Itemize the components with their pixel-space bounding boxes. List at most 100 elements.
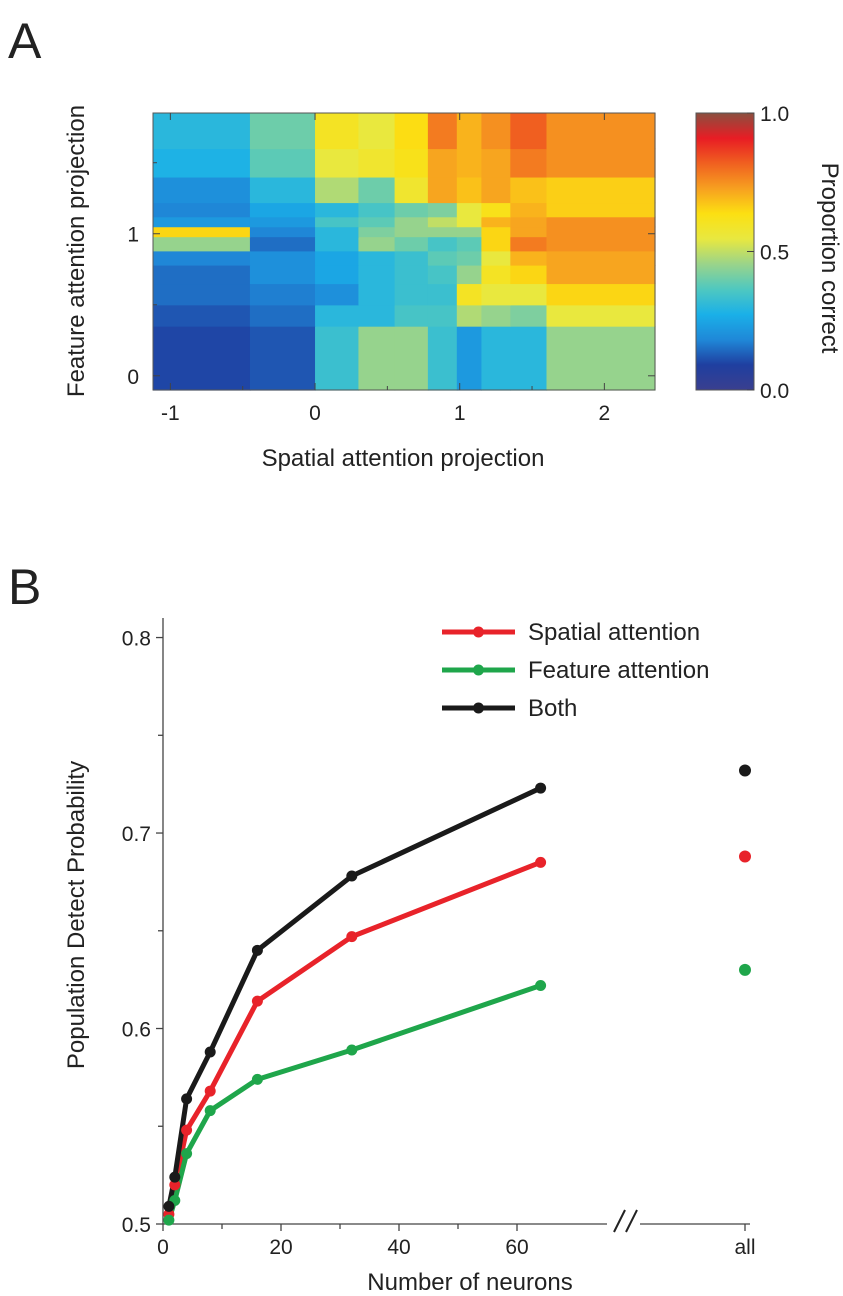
series-point-feature-attention bbox=[251, 1073, 263, 1085]
heatmap-cell bbox=[456, 226, 482, 238]
heatmap-y-ticks: 01 bbox=[127, 162, 655, 389]
heatmap-cell bbox=[358, 148, 396, 178]
axis-break-mark bbox=[625, 1209, 638, 1233]
heatmap-cell bbox=[358, 250, 396, 266]
series-point-spatial-attention bbox=[346, 931, 358, 943]
heatmap-cell bbox=[427, 176, 458, 204]
axis-break-mark bbox=[613, 1209, 626, 1233]
heatmap-cell bbox=[546, 304, 656, 327]
series-point-both bbox=[169, 1171, 181, 1183]
heatmap-cell bbox=[481, 216, 511, 228]
heatmap-cell bbox=[358, 304, 396, 327]
heatmap-cell bbox=[481, 236, 511, 252]
heatmap-cell bbox=[427, 226, 458, 238]
heatmap-cell bbox=[153, 202, 251, 218]
line-chart-axes: 0.5 0.6 0.7 0.8 0 20 40 60 all bbox=[122, 618, 756, 1259]
heatmap-cell bbox=[481, 304, 511, 327]
panel-letter-b: B bbox=[8, 559, 41, 615]
heatmap-cell bbox=[394, 304, 429, 327]
heatmap-cell bbox=[481, 113, 511, 150]
series-point-spatial-attention bbox=[251, 995, 263, 1007]
heatmap-cell bbox=[153, 264, 251, 285]
heatmap-cell bbox=[249, 250, 316, 266]
heatmap-cell bbox=[249, 236, 316, 252]
heatmap-cell bbox=[481, 202, 511, 218]
legend-label-feature-attention: Feature attention bbox=[528, 657, 709, 684]
heatmap-cell bbox=[427, 264, 458, 285]
heatmap-cell bbox=[546, 283, 656, 306]
heatmap-cell bbox=[394, 283, 429, 306]
heatmap-frame bbox=[152, 112, 656, 391]
heatmap-cell bbox=[315, 304, 360, 327]
heatmap-cell bbox=[315, 202, 360, 218]
colorbar-tick-label: 1.0 bbox=[760, 103, 789, 126]
heatmap-cell bbox=[358, 202, 396, 218]
heatmap-cell bbox=[394, 202, 429, 218]
heatmap-cell bbox=[510, 304, 548, 327]
panel-letter-a: A bbox=[8, 13, 42, 69]
heatmap-cell bbox=[315, 216, 360, 228]
heatmap-cell bbox=[249, 304, 316, 327]
series-line-spatial-attention bbox=[166, 859, 544, 1217]
series-point-feature-attention bbox=[204, 1105, 216, 1117]
heatmap-cell bbox=[394, 216, 429, 228]
heatmap-cell bbox=[153, 226, 251, 238]
x-tick-label: 0 bbox=[157, 1236, 169, 1259]
series-point-feature-attention bbox=[163, 1214, 175, 1226]
heatmap-cell bbox=[394, 226, 429, 238]
series-point-spatial-attention bbox=[169, 1179, 181, 1191]
x-tick-label-all: all bbox=[734, 1236, 755, 1259]
heatmap-cell bbox=[427, 326, 458, 391]
heatmap-cell bbox=[481, 326, 511, 391]
heatmap-cell bbox=[394, 326, 429, 391]
heatmap-cell bbox=[546, 236, 656, 252]
heatmap-cell bbox=[510, 264, 548, 285]
y-tick-label: 0.8 bbox=[122, 628, 151, 651]
heatmap-cell bbox=[456, 202, 482, 218]
heatmap-cell bbox=[456, 250, 482, 266]
colorbar bbox=[695, 112, 755, 391]
legend: Spatial attention Feature attention Both bbox=[442, 619, 709, 722]
heatmap-cell bbox=[315, 326, 360, 391]
heatmap-cell bbox=[546, 216, 656, 228]
heatmap-cell bbox=[481, 176, 511, 204]
series-point-both bbox=[346, 870, 358, 882]
heatmap-cell bbox=[249, 283, 316, 306]
heatmap-cell bbox=[456, 264, 482, 285]
heatmap-cell bbox=[510, 236, 548, 252]
heatmap-cell bbox=[510, 226, 548, 238]
heatmap-cell bbox=[510, 148, 548, 178]
heatmap-cell bbox=[358, 176, 396, 204]
heatmap-x-tick-label: 1 bbox=[454, 402, 466, 425]
heatmap-cell bbox=[153, 216, 251, 228]
heatmap-cell bbox=[394, 236, 429, 252]
heatmap-cell bbox=[510, 113, 548, 150]
heatmap-cell bbox=[153, 304, 251, 327]
series-point-spatial-attention bbox=[535, 856, 547, 868]
heatmap-cell bbox=[358, 236, 396, 252]
heatmap-x-tick-label: -1 bbox=[161, 402, 180, 425]
heatmap-cell bbox=[427, 236, 458, 252]
series-point-all-both bbox=[739, 764, 751, 777]
heatmap-cell bbox=[456, 304, 482, 327]
heatmap-cell bbox=[510, 283, 548, 306]
series-point-both bbox=[181, 1093, 193, 1105]
heatmap-cell bbox=[153, 148, 251, 178]
heatmap-cell bbox=[153, 326, 251, 391]
heatmap-cell bbox=[546, 264, 656, 285]
colorbar-tick-label: 0.0 bbox=[760, 380, 789, 403]
colorbar-tick-label: 0.5 bbox=[760, 242, 789, 265]
line-chart-x-label: Number of neurons bbox=[367, 1269, 572, 1296]
heatmap-cells bbox=[153, 113, 656, 391]
heatmap-cell bbox=[153, 176, 251, 204]
series-point-all-spatial-attention bbox=[739, 850, 751, 863]
x-tick-label: 20 bbox=[269, 1236, 292, 1259]
heatmap-cell bbox=[358, 216, 396, 228]
heatmap-cell bbox=[427, 216, 458, 228]
legend-marker-feature-attention bbox=[473, 664, 484, 676]
heatmap-cell bbox=[427, 113, 458, 150]
heatmap-cell bbox=[546, 326, 656, 391]
heatmap-cell bbox=[394, 113, 429, 150]
heatmap-cell bbox=[546, 176, 656, 204]
heatmap-cell bbox=[358, 264, 396, 285]
